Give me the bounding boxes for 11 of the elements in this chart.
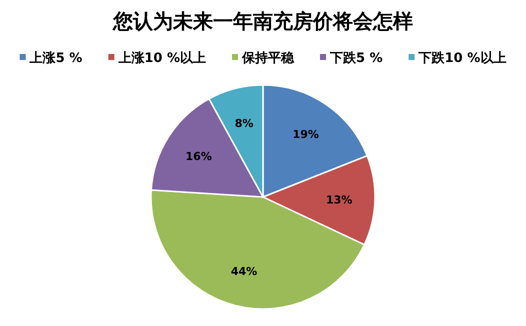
data-label: 19% bbox=[292, 128, 319, 142]
legend-label: 保持平稳 bbox=[241, 51, 295, 66]
data-label: 16% bbox=[186, 150, 212, 164]
legend-label: 上涨5 % bbox=[28, 51, 82, 66]
data-label: 44% bbox=[230, 264, 258, 278]
legend-label: 上涨10 %以上 bbox=[117, 51, 206, 66]
legend-label: 下跌5 % bbox=[329, 51, 383, 66]
legend-label: 下跌10 %以上 bbox=[418, 51, 506, 66]
chart-title: 您认为未来一年南充房价将会怎样 bbox=[112, 9, 413, 33]
data-label: 13% bbox=[326, 193, 352, 206]
data-label: 8% bbox=[234, 117, 254, 130]
